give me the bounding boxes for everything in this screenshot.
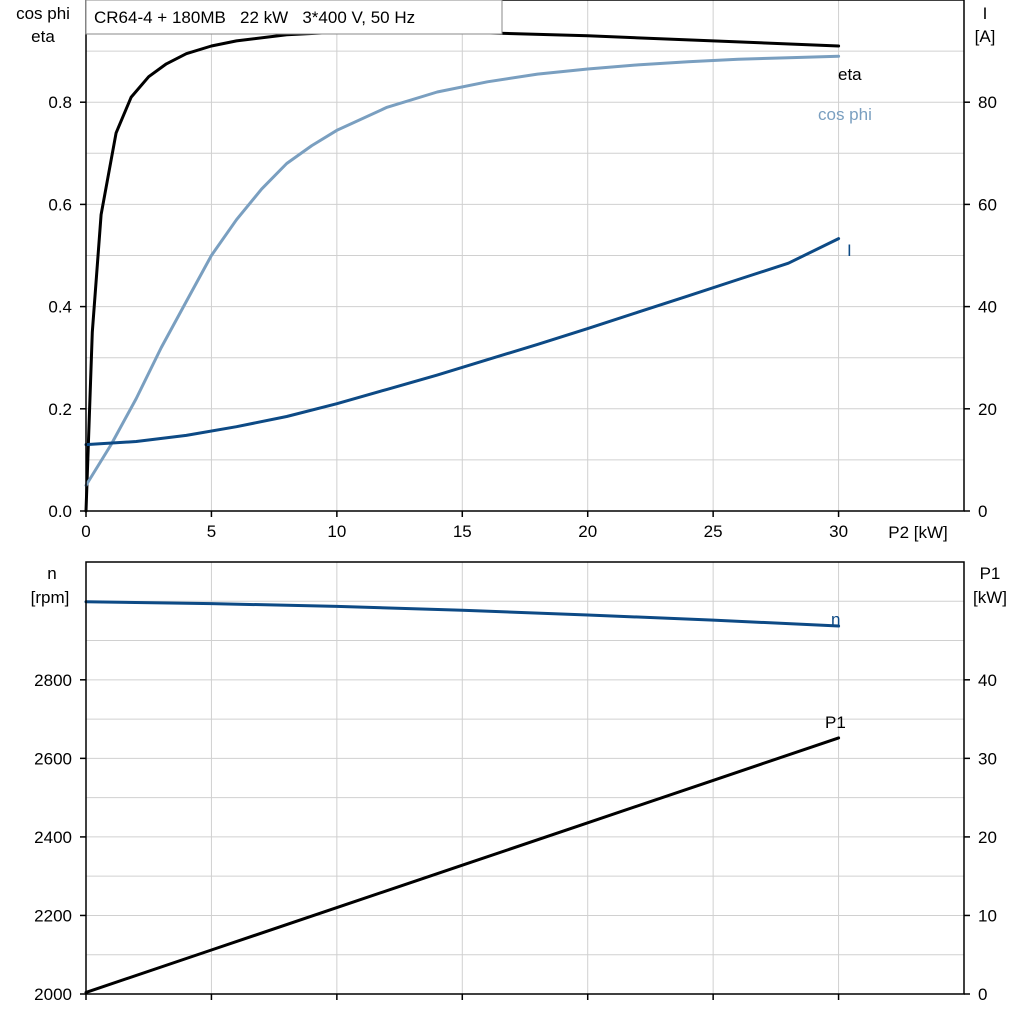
chart-title: CR64-4 + 180MB 22 kW 3*400 V, 50 Hz (94, 8, 415, 27)
bottom-right-tick-label: 20 (978, 828, 997, 847)
bottom-chart-ticks: 2000 2200 2400 2600 2800 0 10 20 30 40 (34, 671, 997, 1004)
top-left-tick-label: 0.2 (48, 400, 72, 419)
top-left-tick-label: 0.4 (48, 298, 72, 317)
p1-series-line (84, 736, 841, 994)
top-left-tick-label: 0.8 (48, 93, 72, 112)
top-chart-frame (85, 0, 965, 512)
bottom-chart-frame (85, 561, 965, 995)
bottom-left-tick-label: 2000 (34, 985, 72, 1004)
chart-title-box (85, 0, 503, 35)
top-x-tick-label: 5 (207, 522, 216, 541)
top-left-tick-label: 0.0 (48, 502, 72, 521)
top-x-tick-label: 15 (453, 522, 472, 541)
top-right-axis-label-1: I (983, 4, 988, 23)
bottom-left-tick-label: 2400 (34, 828, 72, 847)
top-right-tick-label: 20 (978, 400, 997, 419)
i-series-line (84, 237, 841, 447)
cos-phi-series-label: cos phi (818, 105, 872, 124)
cos-phi-series-line (84, 54, 841, 487)
top-x-tick-label: 30 (829, 522, 848, 541)
bottom-right-tick-label: 10 (978, 906, 997, 925)
top-left-axis-label-2: eta (31, 27, 55, 46)
current-series-label: I (847, 241, 852, 260)
top-chart-series (84, 30, 841, 513)
bottom-right-tick-label: 0 (978, 985, 987, 1004)
top-right-tick-label: 40 (978, 298, 997, 317)
bottom-right-axis-label-1: P1 (980, 564, 1001, 583)
top-right-tick-label: 80 (978, 93, 997, 112)
bottom-left-axis-label-1: n (47, 564, 56, 583)
bottom-right-tick-label: 30 (978, 749, 997, 768)
top-left-axis-label-1: cos phi (16, 4, 70, 23)
top-x-tick-label: 25 (704, 522, 723, 541)
top-chart-ticks: 0.0 0.2 0.4 0.6 0.8 0 20 40 60 80 0 5 10 15 20 25 30 (48, 93, 997, 541)
top-x-tick-label: 0 (81, 522, 90, 541)
top-chart-grid (86, 0, 964, 511)
eta-series-line (84, 30, 841, 513)
speed-series-label: n (831, 610, 840, 629)
top-right-tick-label: 60 (978, 195, 997, 214)
bottom-right-tick-label: 40 (978, 671, 997, 690)
bottom-left-tick-label: 2200 (34, 906, 72, 925)
bottom-chart-series (84, 600, 841, 994)
top-x-tick-label: 10 (327, 522, 346, 541)
bottom-left-tick-label: 2800 (34, 671, 72, 690)
top-x-axis-label: P2 [kW] (888, 523, 948, 542)
n-series-line (84, 600, 841, 628)
top-right-tick-label: 0 (978, 502, 987, 521)
top-left-tick-label: 0.6 (48, 195, 72, 214)
top-x-tick-label: 20 (578, 522, 597, 541)
bottom-right-axis-label-2: [kW] (973, 588, 1007, 607)
bottom-left-tick-label: 2600 (34, 749, 72, 768)
top-right-axis-label-2: [A] (975, 27, 996, 46)
p1-series-label: P1 (825, 713, 846, 732)
bottom-left-axis-label-2: [rpm] (31, 588, 70, 607)
eta-series-label: eta (838, 65, 862, 84)
bottom-chart-grid (86, 562, 964, 994)
